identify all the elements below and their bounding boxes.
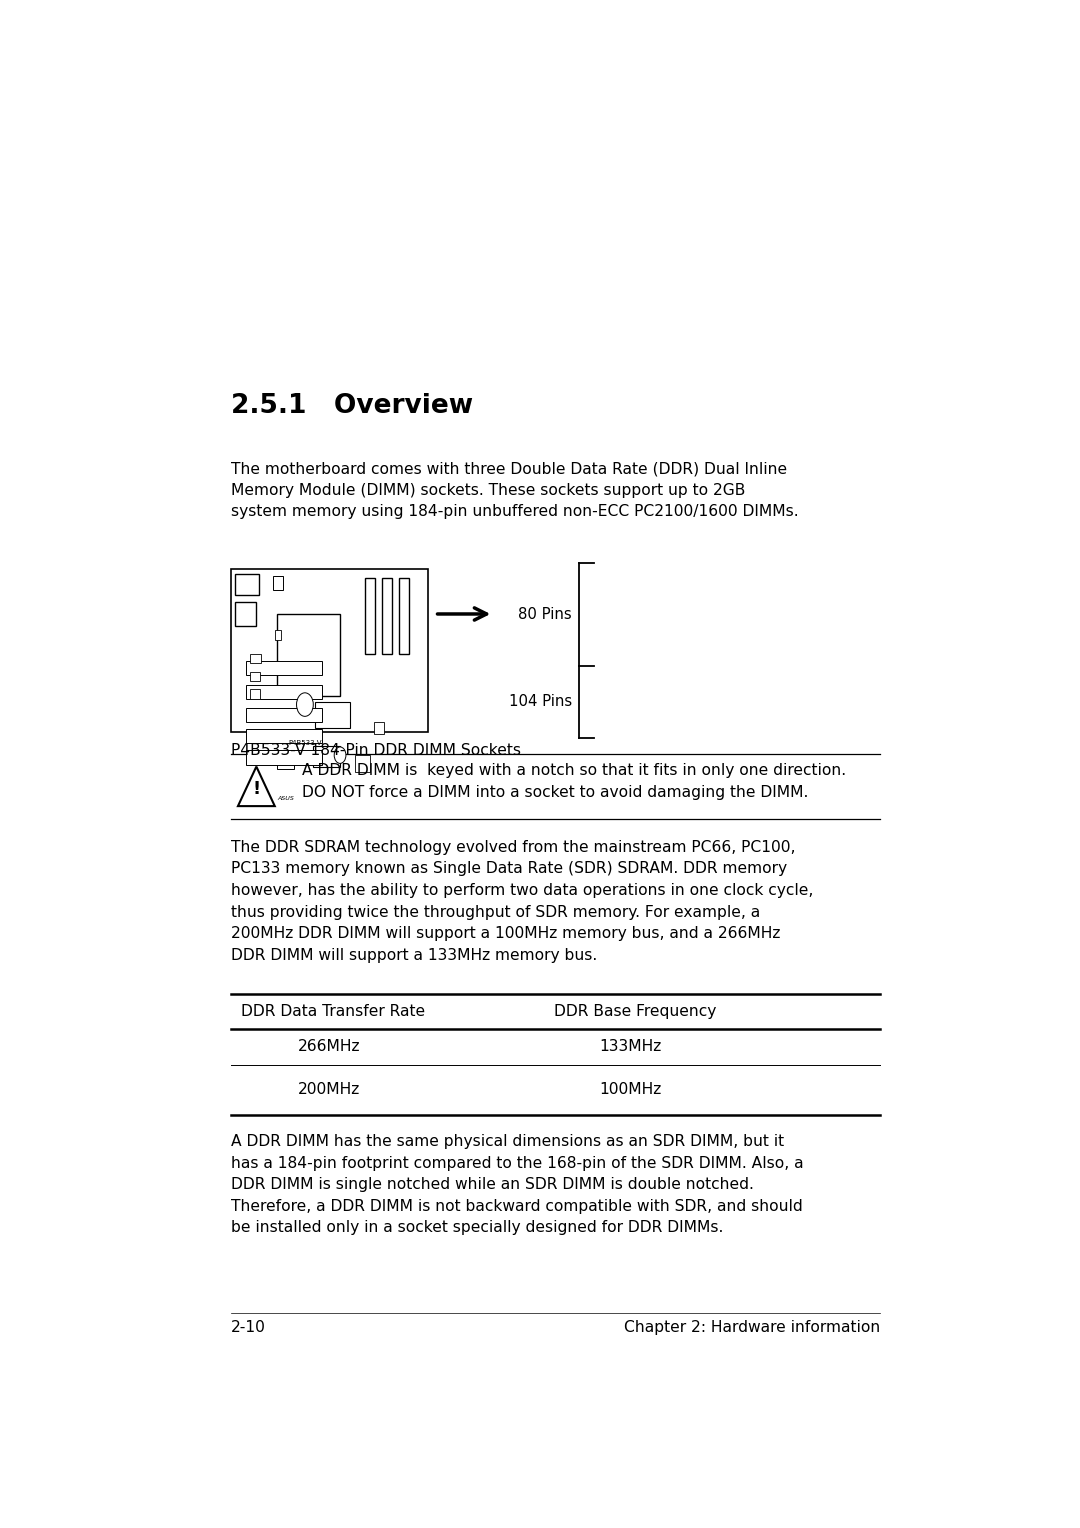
Text: 2.5.1   Overview: 2.5.1 Overview [231, 393, 473, 419]
Text: 266MHz: 266MHz [298, 1039, 361, 1054]
Text: The motherboard comes with three Double Data Rate (DDR) Dual Inline
Memory Modul: The motherboard comes with three Double … [231, 461, 799, 520]
Bar [249, 672, 259, 681]
Bar [399, 578, 408, 654]
Bar [273, 576, 283, 590]
Bar [355, 755, 370, 772]
Text: 104 Pins: 104 Pins [509, 694, 572, 709]
Bar [278, 614, 340, 697]
Text: 100MHz: 100MHz [599, 1082, 662, 1097]
Text: The DDR SDRAM technology evolved from the mainstream PC66, PC100,
PC133 memory k: The DDR SDRAM technology evolved from th… [231, 840, 813, 963]
Bar [231, 570, 428, 732]
Bar [249, 689, 259, 698]
Bar [315, 703, 350, 729]
Circle shape [297, 692, 313, 717]
Text: A DDR DIMM has the same physical dimensions as an SDR DIMM, but it
has a 184-pin: A DDR DIMM has the same physical dimensi… [231, 1134, 804, 1236]
Bar [235, 602, 256, 626]
Bar [246, 707, 322, 723]
Text: DDR Data Transfer Rate: DDR Data Transfer Rate [241, 1004, 426, 1019]
Bar [365, 578, 375, 654]
Text: Chapter 2: Hardware information: Chapter 2: Hardware information [623, 1320, 880, 1335]
Polygon shape [238, 767, 274, 807]
Bar [382, 578, 392, 654]
Bar [246, 729, 322, 744]
Text: P4B533-V: P4B533-V [288, 741, 322, 746]
Bar [278, 758, 294, 769]
Bar [374, 723, 383, 733]
Text: 200MHz: 200MHz [298, 1082, 361, 1097]
Bar [235, 575, 259, 594]
Bar [246, 685, 322, 698]
Text: A DDR DIMM is  keyed with a notch so that it fits in only one direction.
DO NOT : A DDR DIMM is keyed with a notch so that… [302, 764, 847, 801]
Text: P4B533-V 184-Pin DDR DIMM Sockets: P4B533-V 184-Pin DDR DIMM Sockets [231, 744, 522, 758]
Text: 133MHz: 133MHz [599, 1039, 662, 1054]
Text: ASUS: ASUS [278, 796, 294, 801]
Text: !: ! [253, 779, 260, 798]
Text: DDR Base Frequency: DDR Base Frequency [554, 1004, 716, 1019]
Text: 2-10: 2-10 [231, 1320, 266, 1335]
Bar [246, 662, 322, 675]
Bar [249, 654, 261, 663]
Text: 80 Pins: 80 Pins [518, 607, 572, 622]
Circle shape [334, 747, 346, 764]
Bar [274, 631, 282, 640]
Bar [313, 746, 340, 767]
Bar [246, 750, 322, 764]
